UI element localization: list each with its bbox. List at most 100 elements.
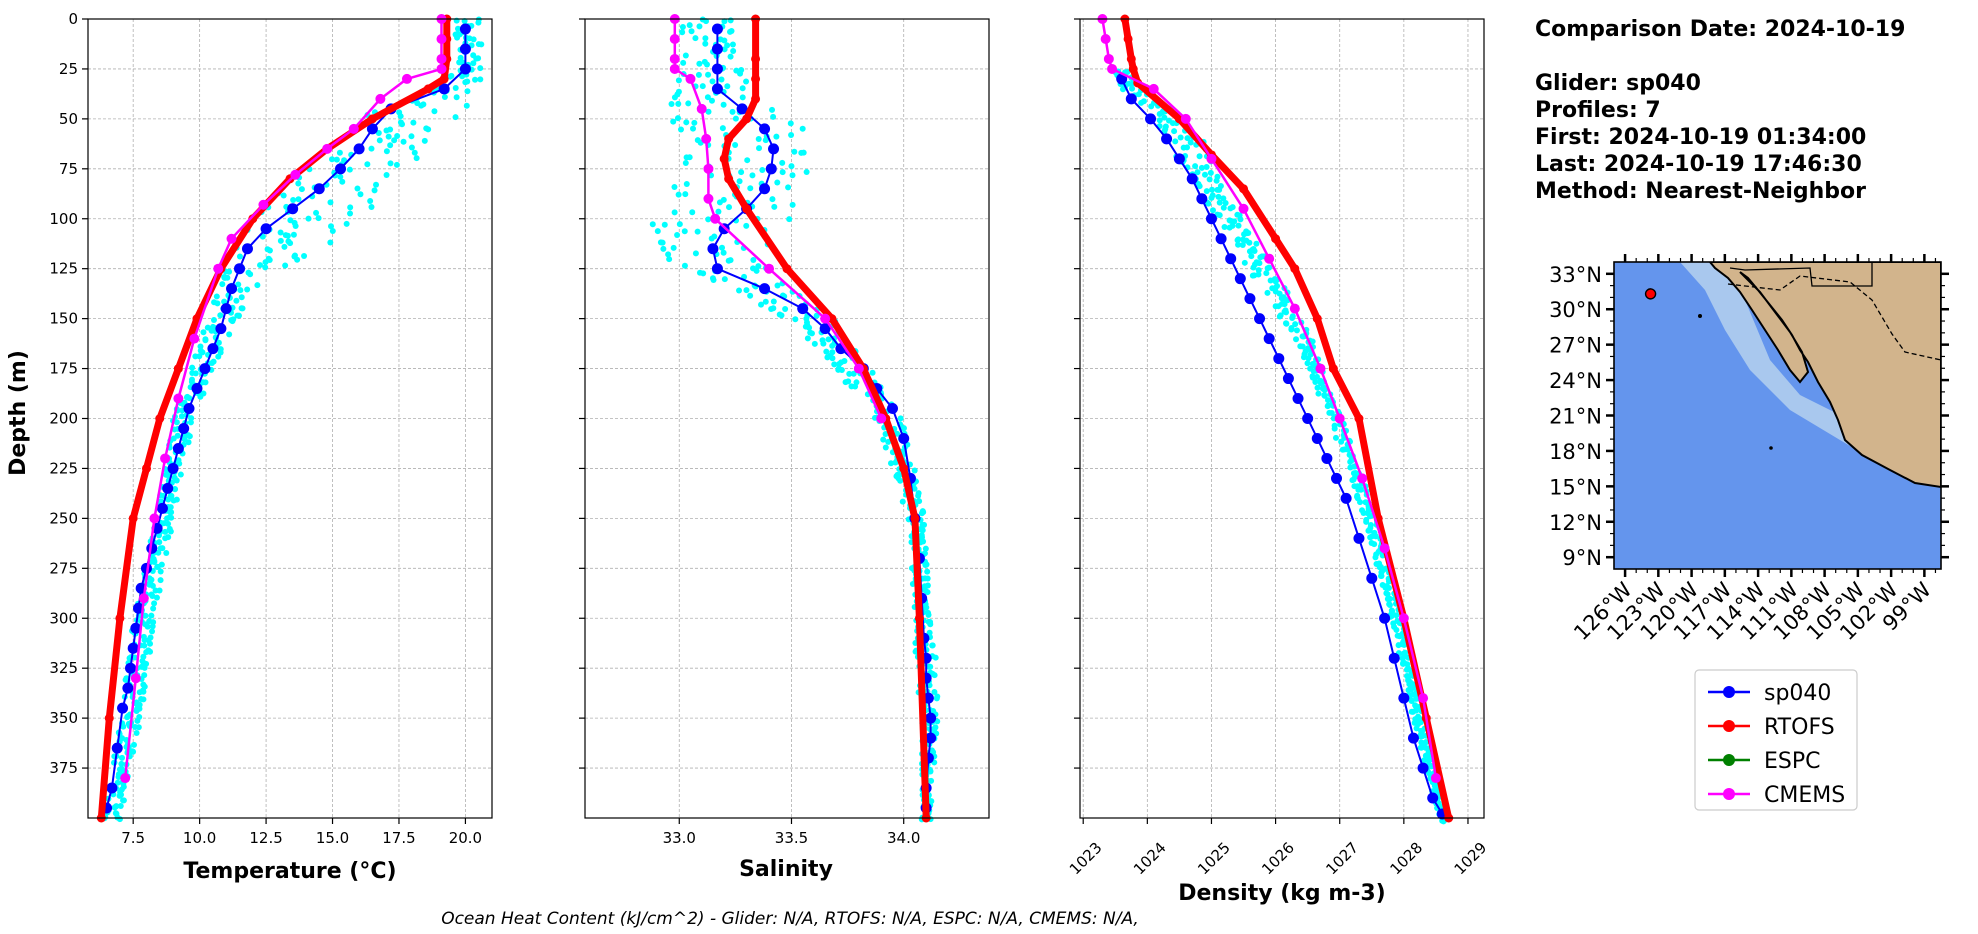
glider-raw-point	[702, 35, 709, 42]
glider-raw-point	[720, 249, 727, 256]
glider-raw-point	[1246, 239, 1253, 246]
glider-raw-point	[1307, 365, 1314, 372]
series-point-sp040	[122, 682, 134, 694]
glider-raw-point	[140, 633, 147, 640]
glider-raw-point	[700, 270, 707, 277]
glider-raw-point	[134, 717, 141, 724]
glider-raw-point	[900, 425, 907, 432]
glider-raw-point	[357, 191, 364, 198]
series-point-rtofs	[724, 174, 734, 184]
glider-raw-point	[690, 125, 697, 132]
y-tick-label: 150	[49, 310, 78, 328]
glider-raw-point	[117, 802, 124, 809]
glider-raw-point	[1216, 199, 1223, 206]
series-point-sp040	[287, 203, 299, 215]
glider-raw-point	[287, 240, 294, 247]
series-point-cmems	[1289, 303, 1300, 314]
glider-raw-point	[1276, 290, 1283, 297]
series-point-sp040	[797, 303, 809, 315]
series-point-rtofs	[1354, 414, 1364, 423]
glider-raw-point	[1216, 212, 1223, 219]
glider-raw-point	[1293, 327, 1300, 334]
glider-raw-point	[454, 34, 461, 41]
glider-raw-point	[915, 490, 922, 497]
y-tick-label: 200	[49, 410, 78, 428]
glider-raw-point	[156, 587, 163, 594]
series-point-rtofs	[248, 214, 258, 224]
glider-raw-point	[1246, 248, 1253, 255]
glider-raw-point	[456, 59, 463, 66]
glider-raw-point	[709, 78, 716, 85]
info-block: Comparison Date: 2024-10-19 Glider: sp04…	[1535, 17, 1905, 204]
glider-raw-point	[769, 196, 776, 203]
glider-raw-point	[802, 323, 809, 330]
series-point-cmems	[322, 143, 333, 154]
series-point-sp040	[234, 263, 245, 275]
y-tick-label: 325	[49, 659, 78, 677]
series-point-sp040	[736, 103, 748, 115]
glider-raw-point	[221, 298, 228, 305]
x-tick-label: 20.0	[449, 829, 482, 847]
glider-raw-point	[462, 79, 469, 86]
glider-raw-point	[1266, 264, 1273, 271]
series-point-sp040	[1427, 792, 1439, 804]
glider-raw-point	[295, 180, 302, 187]
glider-raw-point	[454, 25, 461, 32]
glider-raw-point	[138, 695, 145, 702]
series-point-rtofs	[104, 713, 114, 723]
glider-raw-point	[739, 85, 746, 92]
series-point-sp040	[1311, 432, 1323, 444]
series-point-rtofs	[173, 364, 183, 374]
glider-raw-point	[931, 725, 938, 732]
glider-raw-point	[136, 705, 143, 712]
glider-raw-point	[298, 186, 305, 193]
series-point-sp040	[125, 662, 137, 674]
series-point-cmems	[696, 103, 707, 114]
glider-raw-point	[846, 370, 853, 377]
density-axis-title: Density (kg m-3)	[1178, 881, 1386, 906]
glider-raw-point	[1177, 134, 1184, 141]
series-point-cmems	[160, 453, 171, 464]
series-point-sp040	[759, 283, 771, 295]
glider-raw-point	[1384, 591, 1391, 598]
glider-raw-point	[882, 444, 889, 451]
glider-raw-point	[162, 528, 169, 535]
series-point-sp040	[162, 482, 174, 494]
glider-raw-point	[1278, 295, 1285, 302]
glider-raw-point	[779, 169, 786, 176]
glider-raw-point	[769, 106, 776, 113]
series-point-sp040	[707, 243, 719, 255]
glider-raw-point	[1198, 164, 1205, 171]
glider-raw-point	[237, 287, 244, 294]
glider-raw-point	[188, 415, 195, 422]
glider-raw-point	[750, 256, 757, 263]
glider-raw-point	[391, 137, 398, 144]
series-point-sp040	[925, 712, 937, 724]
glider-raw-point	[887, 460, 894, 467]
glider-raw-point	[1220, 204, 1227, 211]
glider-raw-point	[803, 169, 810, 176]
last-time: Last: 2024-10-19 17:46:30	[1535, 152, 1862, 177]
glider-raw-point	[695, 71, 702, 78]
glider-raw-point	[1363, 518, 1370, 525]
glider-raw-point	[410, 119, 417, 126]
glider-raw-point	[168, 514, 175, 521]
glider-raw-point	[151, 559, 158, 566]
depth-axis-title: Depth (m)	[6, 350, 31, 476]
glider-raw-point	[329, 227, 336, 234]
glider-raw-point	[737, 70, 744, 77]
glider-raw-point	[1283, 309, 1290, 316]
glider-raw-point	[464, 88, 471, 95]
glider-raw-point	[1319, 385, 1326, 392]
glider-raw-point	[385, 133, 392, 140]
glider-raw-point	[149, 623, 156, 630]
glider-raw-point	[187, 419, 194, 426]
glider-raw-point	[919, 527, 926, 534]
series-point-sp040	[1161, 133, 1173, 145]
glider-raw-point	[835, 365, 842, 372]
series-point-cmems	[710, 213, 721, 224]
glider-raw-point	[1278, 300, 1285, 307]
glider-raw-point	[720, 101, 727, 108]
series-point-sp040	[438, 83, 450, 95]
glider-raw-point	[347, 204, 354, 211]
